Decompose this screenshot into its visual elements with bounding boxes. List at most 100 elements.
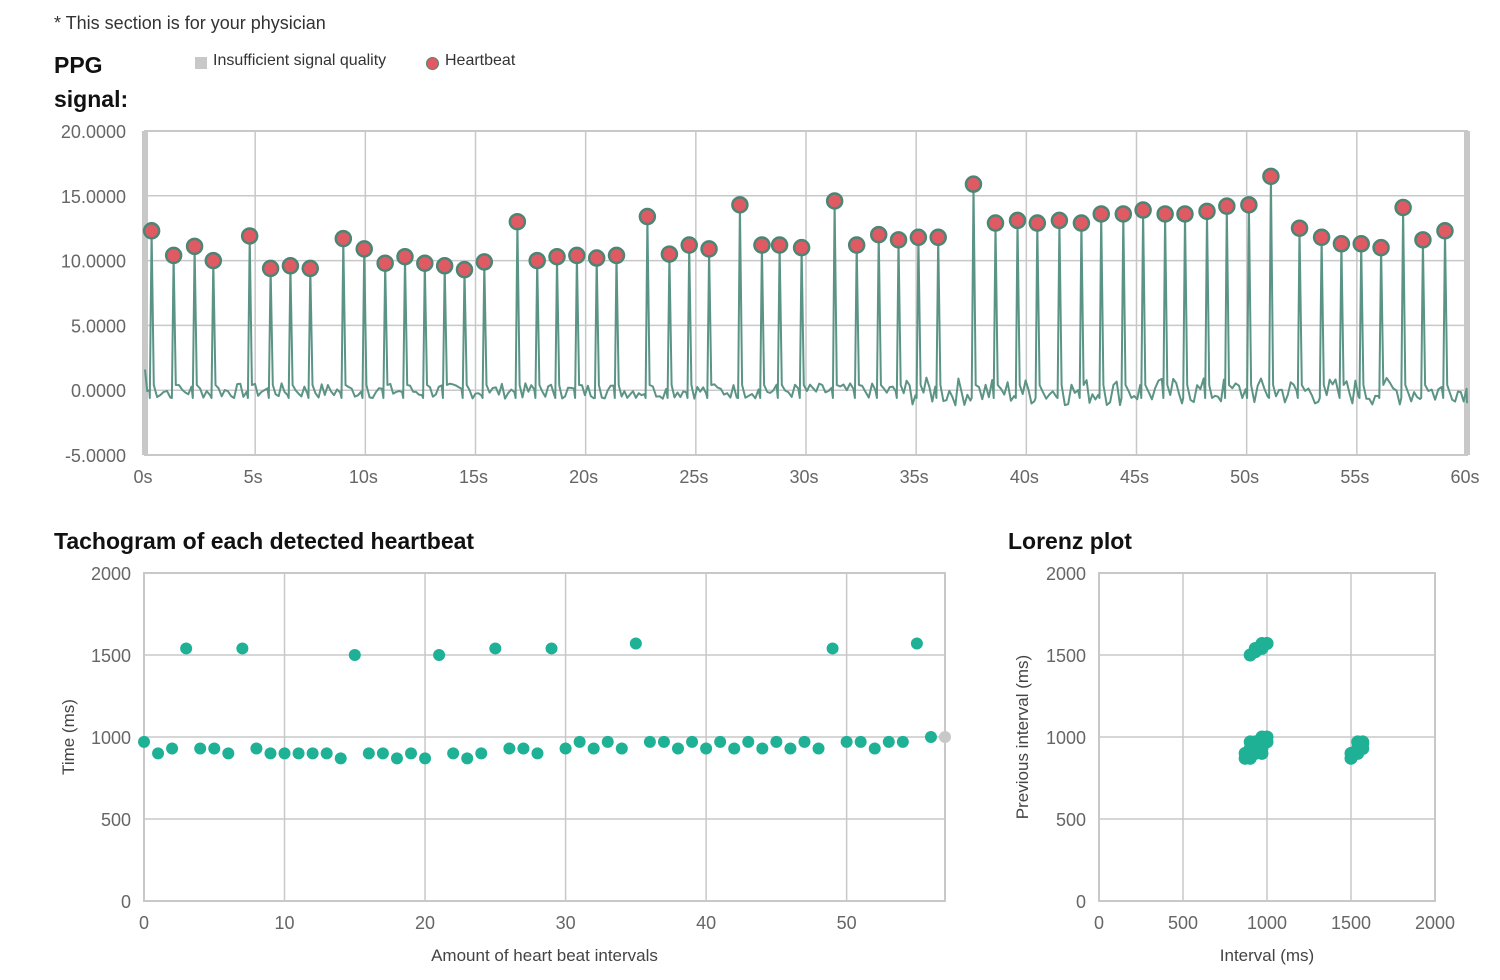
heartbeat-marker [396, 247, 414, 266]
heartbeat-marker [1414, 231, 1432, 249]
ppg-y-tick-label: -5.0000 [65, 446, 126, 466]
tacho-point [756, 742, 769, 755]
heartbeat-marker [240, 227, 259, 245]
ppg-title: PPG signal: [54, 52, 129, 112]
heartbeat-marker [1156, 205, 1174, 223]
tacho-point [362, 747, 375, 760]
lorenz-y-tick-label: 500 [1056, 810, 1086, 830]
tacho-point [489, 642, 502, 655]
ppg-x-tick-label: 55s [1340, 467, 1369, 487]
heartbeat-marker [753, 236, 771, 254]
tacho-point [714, 735, 727, 748]
tacho-point [686, 735, 699, 748]
ppg-x-tick-label: 5s [244, 467, 263, 487]
legend-heartbeat-label: Heartbeat [445, 52, 516, 69]
ppg-x-tick-label: 50s [1230, 467, 1259, 487]
heartbeat-marker [1198, 202, 1216, 221]
tacho-point [896, 735, 909, 748]
heartbeat-marker [825, 192, 844, 210]
ppg-signal-line [144, 175, 1468, 407]
tacho-point [615, 742, 628, 755]
lorenz-x-tick-label: 500 [1168, 913, 1198, 933]
tacho-x-tick-label: 40 [696, 913, 716, 933]
heartbeat-marker [638, 207, 657, 226]
tacho-x-tick-label: 20 [415, 913, 435, 933]
heartbeat-marker [528, 251, 546, 270]
tacho-point [924, 731, 937, 743]
tacho-point [601, 735, 614, 748]
heartbeat-marker [455, 260, 474, 279]
heartbeat-marker [164, 246, 183, 265]
tacho-point [433, 649, 446, 661]
heartbeat-marker [204, 251, 223, 270]
lorenz-y-tick-label: 1000 [1046, 728, 1086, 748]
lorenz-x-tick-label: 0 [1094, 913, 1104, 933]
tacho-y-tick-label: 500 [101, 810, 131, 830]
lorenz-point [1356, 737, 1370, 751]
tacho-point [292, 747, 305, 760]
tacho-point [868, 742, 881, 755]
heartbeat-marker [847, 236, 866, 254]
heartbeat-marker [1028, 214, 1047, 232]
lorenz-point [1238, 751, 1252, 765]
tacho-point [236, 642, 249, 655]
tacho-point [208, 742, 221, 755]
tacho-point [320, 747, 333, 760]
tacho-point [348, 649, 361, 661]
tacho-point [840, 735, 853, 748]
lorenz-point [1344, 746, 1358, 760]
tacho-point [531, 747, 544, 760]
heartbeat-marker [792, 238, 811, 257]
tacho-point [517, 742, 530, 755]
tacho-point [545, 642, 558, 655]
heartbeat-marker [1114, 205, 1133, 223]
heartbeat-marker [508, 212, 527, 231]
lorenz-point [1248, 645, 1262, 659]
ppg-x-tick-label: 40s [1010, 467, 1039, 487]
tacho-point-insufficient [939, 731, 951, 743]
ppg-x-tick-label: 30s [789, 467, 818, 487]
heartbeat-marker [1290, 219, 1309, 237]
heartbeat-marker [568, 246, 586, 265]
tacho-point [376, 747, 389, 760]
tacho-point [180, 642, 193, 655]
tacho-point [573, 735, 586, 748]
tacho-y-tick-label: 1000 [91, 728, 131, 748]
lorenz-title: Lorenz plot [1008, 528, 1132, 554]
heartbeat-marker [1092, 205, 1110, 223]
heartbeat-marker [770, 236, 789, 254]
tacho-point [461, 752, 474, 765]
tacho-point [643, 735, 656, 748]
tacho-point [405, 747, 417, 760]
heartbeat-marker [281, 257, 300, 275]
tacho-point [812, 742, 825, 755]
tachogram-title: Tachogram of each detected heartbeat [54, 528, 475, 554]
heartbeat-marker [142, 222, 161, 240]
heartbeat-marker [731, 196, 749, 214]
legend-heartbeat: Heartbeat [426, 52, 515, 70]
tacho-y-tick-label: 0 [121, 892, 131, 912]
tacho-point [334, 752, 347, 765]
tacho-point [910, 637, 923, 650]
tacho-x-tick-label: 0 [139, 913, 149, 933]
heartbeat-marker [660, 245, 679, 263]
heartbeat-marker [1262, 167, 1280, 186]
heartbeat-marker [700, 240, 718, 258]
ppg-x-tick-label: 60s [1450, 467, 1479, 487]
tacho-point [587, 742, 600, 755]
heartbeat-marker [185, 237, 204, 256]
tacho-point [419, 752, 432, 765]
heartbeat-marker [1312, 228, 1331, 247]
insufficient-swatch-icon [195, 57, 207, 69]
ppg-y-tick-label: 5.0000 [71, 316, 126, 336]
heartbeat-marker [1240, 196, 1258, 214]
heartbeat-marker [1332, 235, 1351, 253]
heartbeat-marker [301, 259, 319, 278]
heartbeat-marker [587, 249, 606, 267]
tacho-point [728, 742, 741, 755]
heartbeat-marker [1050, 211, 1069, 230]
heartbeat-marker [1218, 197, 1236, 215]
heartbeat-marker [376, 254, 394, 272]
tacho-point [559, 742, 572, 755]
tacho-point [784, 742, 797, 755]
